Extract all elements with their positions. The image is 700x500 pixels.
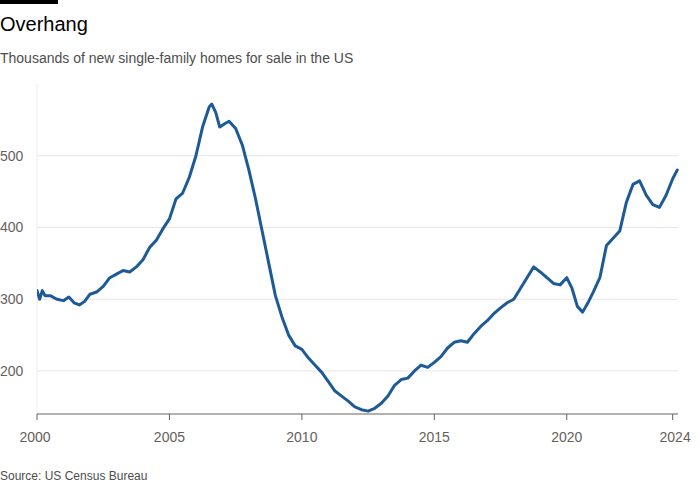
x-tick-label: 2015 bbox=[419, 429, 450, 445]
plot-area bbox=[37, 104, 677, 411]
x-tick bbox=[169, 414, 170, 420]
title: Overhang bbox=[0, 13, 88, 35]
x-tick bbox=[566, 414, 567, 420]
grid-line bbox=[37, 299, 678, 300]
x-tick-label: 2020 bbox=[551, 429, 582, 445]
grid-line bbox=[37, 227, 678, 228]
y-tick-label: 300 bbox=[0, 291, 24, 307]
y-tick-label: 400 bbox=[0, 219, 24, 235]
chart: Overhang Thousands of new single-family h… bbox=[0, 0, 700, 500]
y-axis-line bbox=[37, 84, 38, 414]
x-tick-label: 2005 bbox=[154, 429, 185, 445]
series-line bbox=[37, 104, 677, 411]
x-axis-line bbox=[37, 414, 678, 415]
x-tick bbox=[434, 414, 435, 420]
x-tick bbox=[672, 414, 673, 420]
x-tick-label: 2024 bbox=[660, 429, 691, 445]
grid-line bbox=[37, 370, 678, 371]
y-tick-label: 500 bbox=[0, 148, 24, 164]
x-tick-label: 2010 bbox=[286, 429, 317, 445]
grid-line bbox=[37, 155, 678, 156]
source: Source: US Census Bureau bbox=[0, 469, 147, 483]
x-tick-label: 2000 bbox=[19, 429, 50, 445]
x-tick bbox=[301, 414, 302, 420]
brand-bar bbox=[0, 0, 58, 4]
y-tick-label: 200 bbox=[0, 363, 24, 379]
x-tick bbox=[37, 414, 38, 420]
subtitle: Thousands of new single-family homes for… bbox=[0, 50, 353, 66]
